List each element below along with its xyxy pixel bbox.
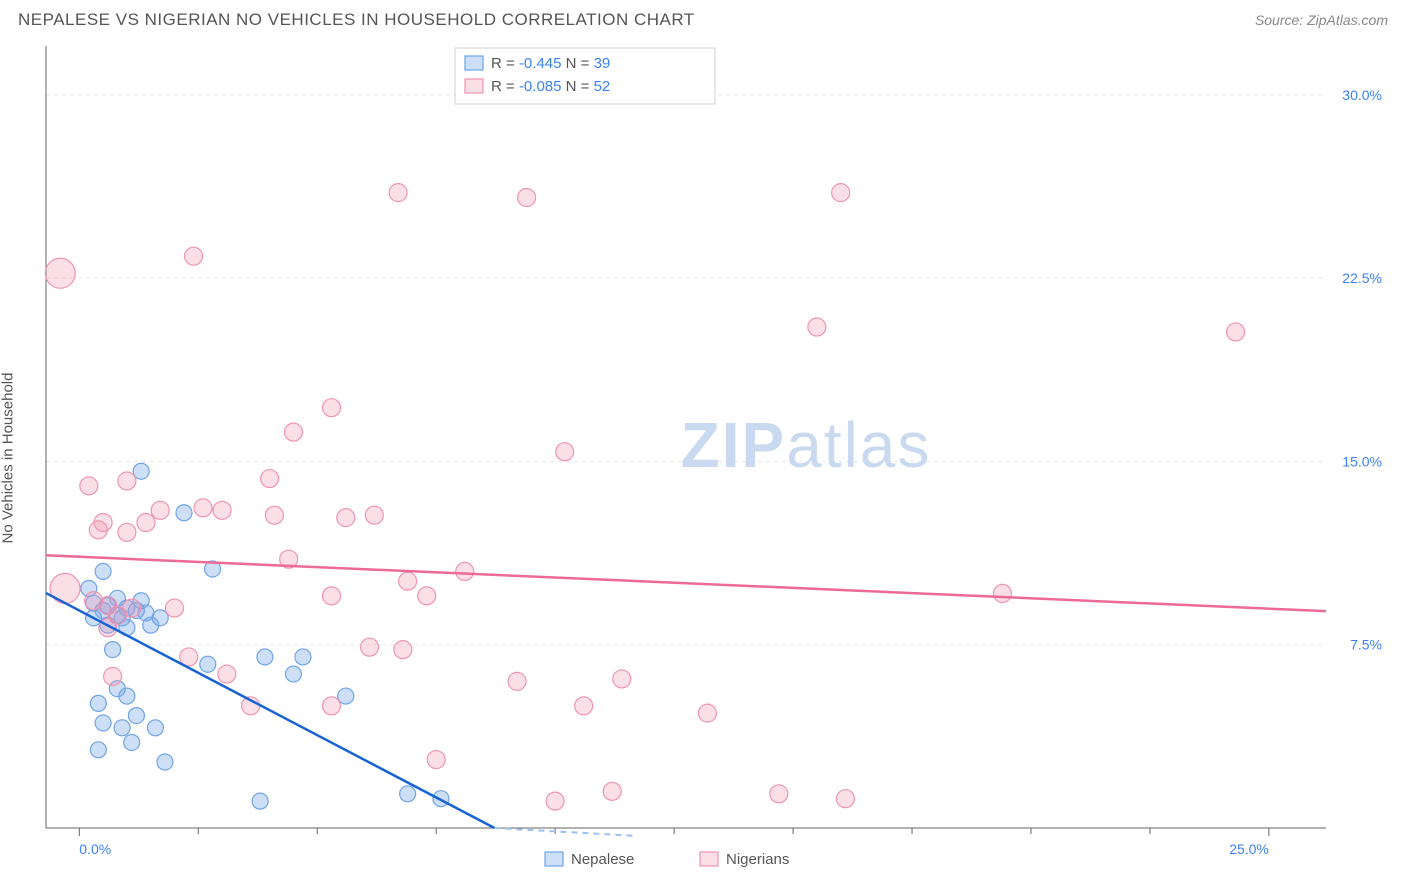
data-point-nigerians <box>123 599 141 617</box>
data-point-nepalese <box>124 734 140 750</box>
scatter-chart-svg: 7.5% 15.0% 22.5% 30.0% 0.0% 25.0% ZIPatlas R = … <box>0 36 1406 880</box>
legend-swatch <box>465 79 483 93</box>
data-point-nigerians <box>323 697 341 715</box>
data-point-nigerians <box>323 587 341 605</box>
data-point-nigerians <box>50 574 80 604</box>
data-point-nepalese <box>95 563 111 579</box>
data-point-nigerians <box>808 318 826 336</box>
data-point-nigerians <box>456 562 474 580</box>
data-point-nigerians <box>546 792 564 810</box>
data-point-nepalese <box>90 742 106 758</box>
regression-line-nepalese <box>46 593 494 828</box>
chart-header: NEPALESE VS NIGERIAN NO VEHICLES IN HOUS… <box>0 0 1406 36</box>
data-point-nigerians <box>137 514 155 532</box>
watermark: ZIPatlas <box>681 409 932 481</box>
data-point-nigerians <box>698 704 716 722</box>
legend-stat: R = -0.445 N = 39 <box>491 55 610 72</box>
data-point-nepalese <box>295 649 311 665</box>
data-point-nepalese <box>200 656 216 672</box>
legend-stat: R = -0.085 N = 52 <box>491 78 610 95</box>
x-tick-label: 0.0% <box>79 841 111 857</box>
data-point-nigerians <box>118 472 136 490</box>
regression-line-nigerians <box>46 555 1326 611</box>
data-point-nepalese <box>114 720 130 736</box>
legend-label-bottom: Nepalese <box>571 851 634 868</box>
data-point-nigerians <box>104 667 122 685</box>
data-point-nigerians <box>194 499 212 517</box>
chart-title: NEPALESE VS NIGERIAN NO VEHICLES IN HOUS… <box>18 10 695 30</box>
data-point-nigerians <box>556 443 574 461</box>
data-point-nigerians <box>151 501 169 519</box>
data-point-nepalese <box>133 463 149 479</box>
data-point-nigerians <box>265 506 283 524</box>
data-point-nepalese <box>157 754 173 770</box>
data-point-nigerians <box>770 785 788 803</box>
data-point-nigerians <box>518 189 536 207</box>
data-point-nigerians <box>418 587 436 605</box>
chart-source: Source: ZipAtlas.com <box>1255 12 1388 28</box>
data-point-nigerians <box>389 184 407 202</box>
y-axis-label: No Vehicles in Household <box>0 373 17 544</box>
data-point-nepalese <box>119 688 135 704</box>
legend-label-bottom: Nigerians <box>726 851 789 868</box>
data-point-nepalese <box>152 610 168 626</box>
data-point-nigerians <box>836 790 854 808</box>
data-point-nigerians <box>323 399 341 417</box>
data-point-nigerians <box>185 247 203 265</box>
data-point-nigerians <box>361 638 379 656</box>
chart-area: No Vehicles in Household 7.5% 15.0% 22.5% 3… <box>0 36 1406 880</box>
data-point-nepalese <box>338 688 354 704</box>
data-point-nigerians <box>80 477 98 495</box>
data-point-nigerians <box>508 672 526 690</box>
data-point-nigerians <box>337 509 355 527</box>
data-point-nigerians <box>365 506 383 524</box>
y-tick-label: 15.0% <box>1342 453 1382 469</box>
data-point-nigerians <box>613 670 631 688</box>
legend-swatch <box>465 56 483 70</box>
data-point-nigerians <box>218 665 236 683</box>
data-point-nigerians <box>118 523 136 541</box>
data-point-nigerians <box>1227 323 1245 341</box>
data-point-nigerians <box>261 470 279 488</box>
data-point-nigerians <box>832 184 850 202</box>
data-point-nepalese <box>105 642 121 658</box>
data-point-nigerians <box>284 423 302 441</box>
data-point-nepalese <box>257 649 273 665</box>
legend-swatch-bottom <box>545 852 563 866</box>
data-point-nigerians <box>213 501 231 519</box>
data-point-nepalese <box>176 505 192 521</box>
data-point-nepalese <box>128 708 144 724</box>
data-point-nigerians <box>993 584 1011 602</box>
data-point-nepalese <box>252 793 268 809</box>
regression-extrap-nepalese <box>494 828 637 836</box>
data-point-nepalese <box>95 715 111 731</box>
y-tick-label: 7.5% <box>1350 637 1382 653</box>
data-point-nepalese <box>147 720 163 736</box>
data-point-nigerians <box>45 258 75 288</box>
data-point-nigerians <box>427 751 445 769</box>
data-point-nigerians <box>603 782 621 800</box>
y-tick-label: 30.0% <box>1342 87 1382 103</box>
data-point-nigerians <box>394 641 412 659</box>
x-tick-label: 25.0% <box>1229 841 1269 857</box>
data-point-nigerians <box>165 599 183 617</box>
legend-swatch-bottom <box>700 852 718 866</box>
data-point-nigerians <box>575 697 593 715</box>
data-point-nigerians <box>399 572 417 590</box>
data-point-nepalese <box>90 695 106 711</box>
y-tick-label: 22.5% <box>1342 270 1382 286</box>
data-point-nepalese <box>400 786 416 802</box>
data-point-nepalese <box>285 666 301 682</box>
data-point-nigerians <box>94 514 112 532</box>
